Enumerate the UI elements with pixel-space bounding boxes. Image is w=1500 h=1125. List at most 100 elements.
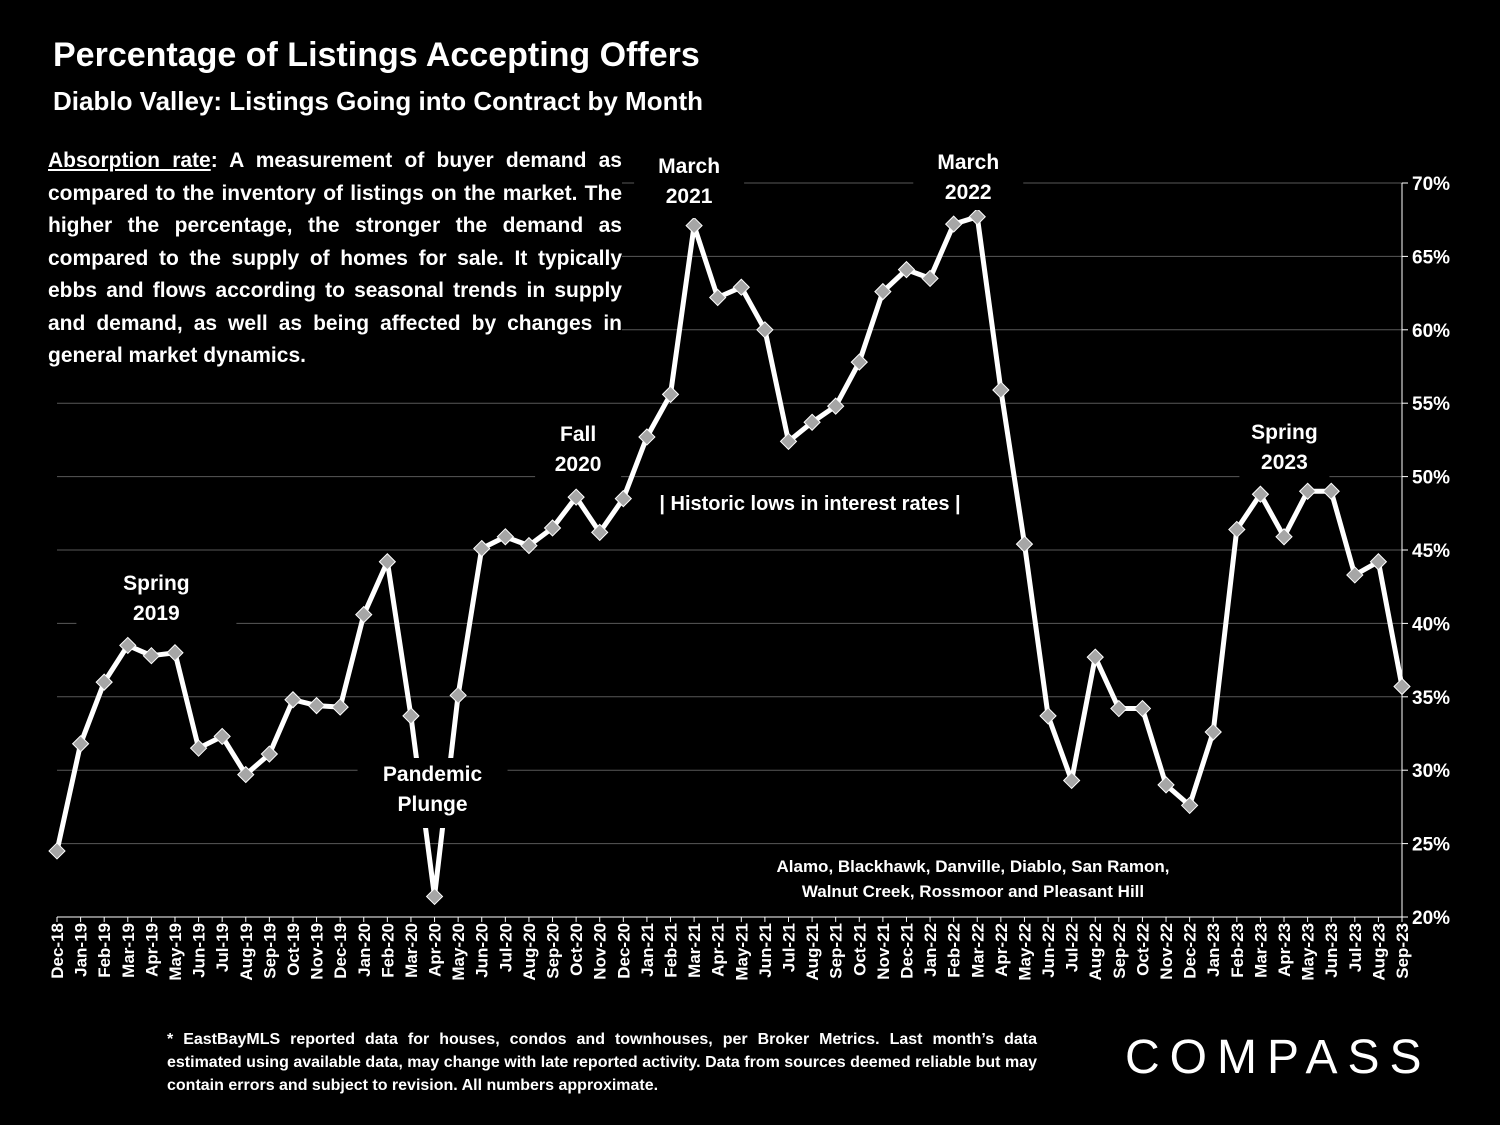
data-point-marker bbox=[850, 353, 868, 371]
data-point-marker bbox=[284, 691, 302, 709]
data-point-marker bbox=[826, 397, 845, 415]
x-tick-label: Mar-22 bbox=[968, 923, 987, 978]
x-tick-label: Jan-20 bbox=[355, 923, 374, 977]
x-tick-label: Feb-20 bbox=[378, 923, 397, 978]
data-point-marker bbox=[1204, 723, 1222, 741]
x-tick-label: Jan-19 bbox=[72, 923, 91, 977]
y-tick-label: 60% bbox=[1412, 321, 1450, 342]
annotation-backdrop bbox=[758, 853, 1188, 911]
annotation-backdrop bbox=[357, 758, 508, 828]
x-tick-label: Jul-20 bbox=[496, 923, 515, 972]
data-point-marker bbox=[189, 739, 208, 757]
data-point-marker bbox=[1369, 553, 1388, 571]
data-point-marker bbox=[661, 385, 680, 404]
y-axis-ticks: 20% 25% 30% 35% 40% 45% 50% 55% 60% 65% 70% bbox=[1401, 174, 1450, 929]
description-body: : A measurement of buyer demand as compa… bbox=[48, 149, 622, 367]
data-point-marker bbox=[1157, 776, 1175, 794]
annotation-label: Pandemic bbox=[383, 763, 483, 786]
x-tick-label: Aug-19 bbox=[237, 923, 256, 981]
x-tick-label: Jul-23 bbox=[1346, 923, 1365, 972]
x-tick-label: Dec-20 bbox=[614, 923, 633, 979]
data-point-marker bbox=[779, 432, 798, 451]
data-point-marker bbox=[425, 887, 444, 906]
x-tick-label: Sep-19 bbox=[260, 923, 279, 979]
annotation-label: Alamo, Blackhawk, Danville, Diablo, San … bbox=[776, 857, 1169, 876]
y-tick-label: 40% bbox=[1412, 614, 1450, 635]
annotation-label: | Historic lows in interest rates | bbox=[659, 493, 960, 515]
data-point-marker bbox=[944, 215, 963, 233]
data-point-marker bbox=[237, 765, 255, 784]
compass-logo: COMPASS bbox=[1125, 1031, 1432, 1084]
data-point-marker bbox=[803, 413, 821, 431]
series-line bbox=[48, 208, 1411, 906]
data-point-marker bbox=[992, 381, 1010, 399]
data-point-marker bbox=[968, 208, 986, 226]
data-point-marker bbox=[1393, 677, 1411, 696]
x-tick-label: Sep-20 bbox=[544, 923, 563, 979]
y-tick-label: 25% bbox=[1412, 835, 1450, 856]
data-point-marker bbox=[921, 269, 939, 288]
y-tick-label: 30% bbox=[1412, 761, 1450, 782]
x-tick-label: Jun-19 bbox=[190, 923, 209, 978]
data-point-marker bbox=[732, 278, 751, 296]
x-tick-label: May-19 bbox=[166, 923, 185, 981]
page-subtitle: Diablo Valley: Listings Going into Contr… bbox=[53, 86, 704, 116]
y-tick-label: 35% bbox=[1412, 688, 1450, 709]
annotation-label: Spring bbox=[1251, 421, 1318, 444]
x-tick-label: Mar-21 bbox=[685, 923, 704, 978]
x-tick-label: May-20 bbox=[449, 923, 468, 981]
data-point-marker bbox=[685, 216, 703, 235]
data-point-marker bbox=[402, 707, 420, 725]
data-point-marker bbox=[48, 842, 66, 860]
x-tick-label: Sep-22 bbox=[1110, 923, 1129, 979]
y-tick-label: 50% bbox=[1412, 468, 1450, 489]
data-point-marker bbox=[591, 523, 609, 542]
data-point-marker bbox=[449, 686, 467, 705]
data-point-marker bbox=[1039, 707, 1057, 725]
annotation-backdrop bbox=[1239, 416, 1330, 482]
x-tick-label: Dec-21 bbox=[897, 923, 916, 979]
data-point-marker bbox=[1275, 528, 1293, 546]
x-tick-label: Oct-22 bbox=[1133, 923, 1152, 976]
data-point-marker bbox=[638, 428, 656, 446]
data-point-marker bbox=[874, 282, 892, 301]
x-tick-label: Jul-21 bbox=[779, 923, 798, 972]
x-tick-label: Feb-23 bbox=[1228, 923, 1247, 978]
data-point-marker bbox=[1086, 648, 1104, 666]
x-tick-label: Nov-22 bbox=[1157, 923, 1176, 980]
data-point-marker bbox=[756, 321, 774, 339]
data-point-marker bbox=[1015, 535, 1034, 553]
data-point-marker bbox=[166, 644, 184, 662]
x-tick-label: May-22 bbox=[1015, 923, 1034, 981]
x-tick-label: Nov-20 bbox=[591, 923, 610, 980]
x-tick-label: Jun-22 bbox=[1039, 923, 1058, 978]
data-point-marker bbox=[1110, 699, 1128, 718]
annotation-label: 2022 bbox=[945, 181, 992, 204]
y-tick-label: 55% bbox=[1412, 394, 1450, 415]
annotation-label: March bbox=[658, 155, 720, 178]
annotation-label: Fall bbox=[560, 423, 596, 446]
annotation-label: 2019 bbox=[133, 602, 180, 625]
x-tick-label: Apr-22 bbox=[992, 923, 1011, 977]
x-tick-label: Aug-23 bbox=[1369, 923, 1388, 981]
x-tick-label: Dec-19 bbox=[331, 923, 350, 979]
x-tick-label: Mar-20 bbox=[402, 923, 421, 978]
x-tick-label: Jan-23 bbox=[1204, 923, 1223, 977]
data-point-marker bbox=[1228, 520, 1246, 539]
data-point-marker bbox=[614, 489, 633, 508]
annotation-backdrop bbox=[640, 488, 980, 520]
gridlines bbox=[57, 182, 1402, 845]
data-point-marker bbox=[378, 553, 397, 571]
x-tick-label: Jul-22 bbox=[1063, 923, 1082, 972]
data-point-marker bbox=[1322, 482, 1340, 500]
data-point-marker bbox=[520, 536, 538, 555]
data-point-marker bbox=[142, 646, 161, 665]
x-tick-label: Dec-18 bbox=[48, 923, 67, 979]
annotation-label: Spring bbox=[123, 572, 190, 595]
data-point-marker bbox=[1346, 566, 1364, 584]
data-point-marker bbox=[1251, 485, 1270, 503]
data-point-marker bbox=[1298, 482, 1317, 500]
data-point-marker bbox=[708, 288, 727, 307]
annotation-label: 2021 bbox=[666, 185, 713, 208]
x-tick-label: Aug-21 bbox=[803, 923, 822, 981]
